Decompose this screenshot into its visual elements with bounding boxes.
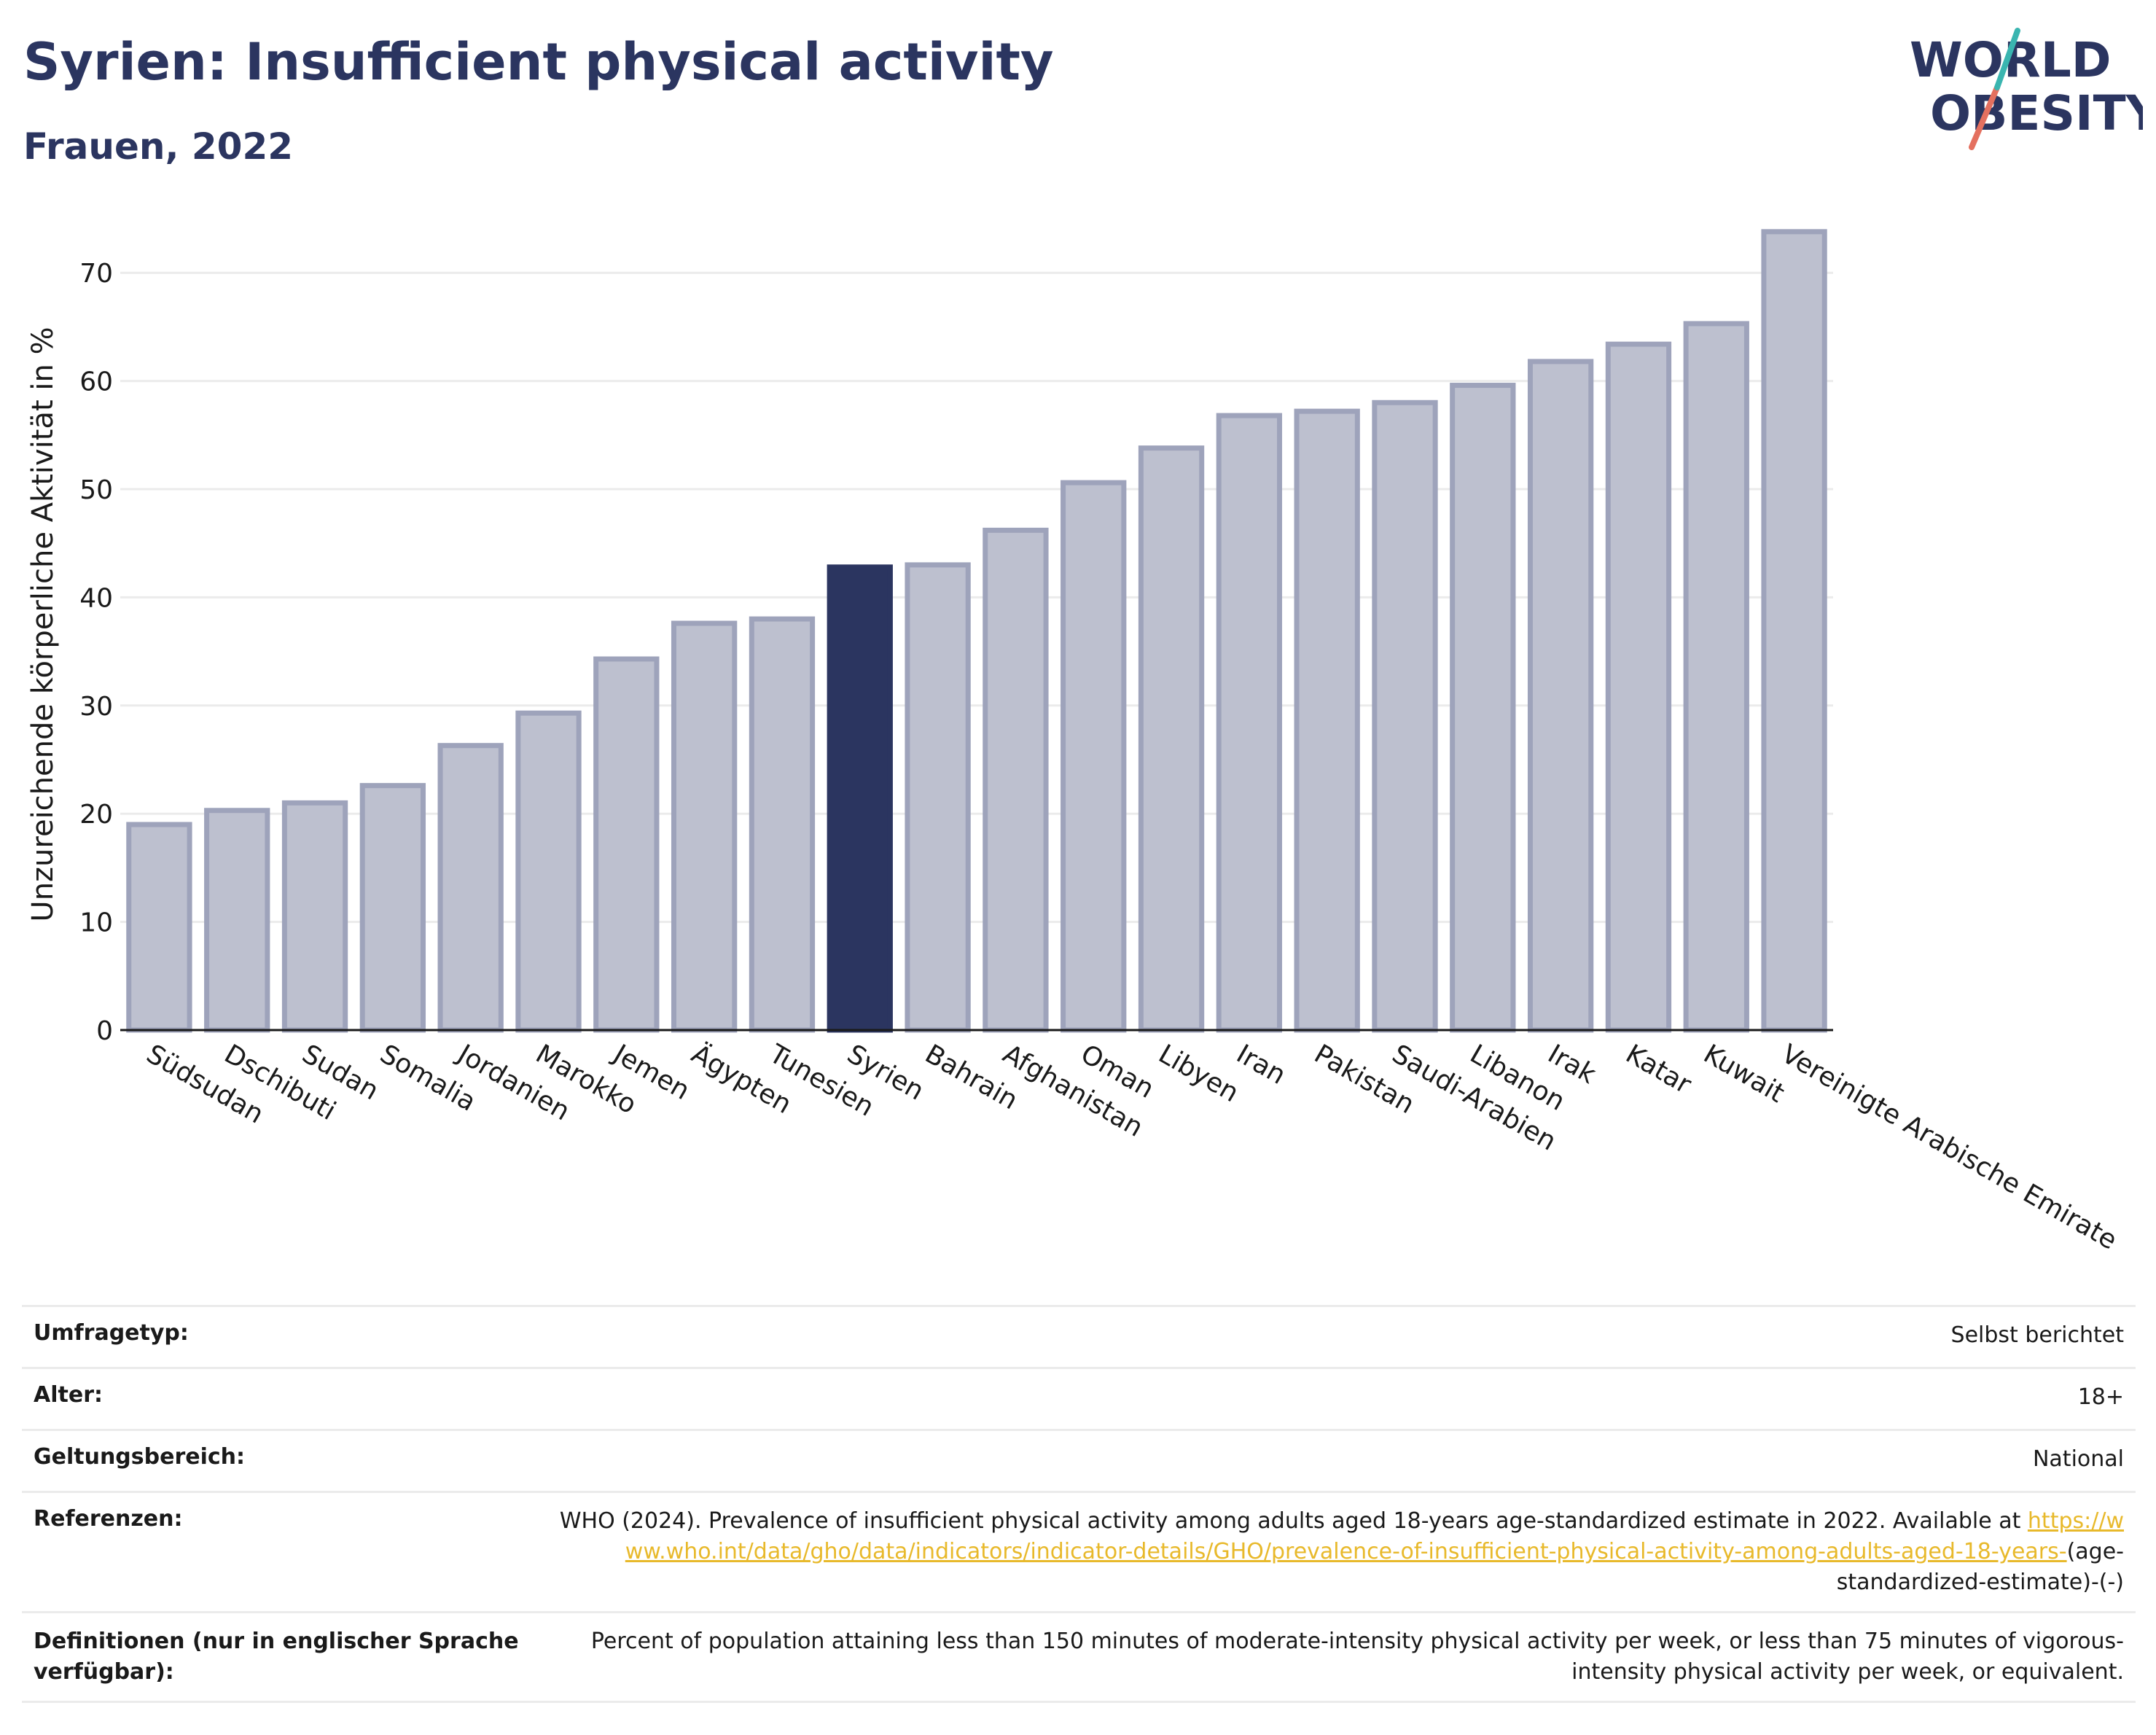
references-link[interactable]: https://www.who.int/data/gho/data/indica…	[625, 1508, 2124, 1564]
bar-Kuwait	[1683, 321, 1749, 1033]
chart-title: Syrien: Insufficient physical activity	[23, 32, 1054, 92]
logo-line-1: WORLD	[1910, 32, 2112, 88]
bar-Somalia	[359, 783, 426, 1033]
age-label: Alter:	[22, 1367, 544, 1431]
x-axis-ticks: SüdsudanDschibutiSudanSomaliaJordanienMa…	[141, 1038, 2122, 1255]
survey-type-label: Umfragetyp:	[22, 1305, 544, 1369]
info-table: Umfragetyp: Selbst berichtet Alter: 18+ …	[22, 1305, 2136, 1703]
info-row-references: Referenzen: WHO (2024). Prevalence of in…	[22, 1491, 2136, 1613]
y-tick-label: 40	[79, 583, 113, 613]
bar-Ägypten	[671, 620, 738, 1033]
info-row-age: Alter: 18+	[22, 1367, 2136, 1431]
coverage-value: National	[544, 1429, 2136, 1493]
info-row-definitions: Definitionen (nur in englischer Sprache …	[22, 1611, 2136, 1703]
y-axis-ticks: 0 10 20 30 40 50 60 70	[79, 259, 113, 1046]
age-value: 18+	[544, 1367, 2136, 1431]
y-axis-label: Unzureichende körperliche Aktivität in %	[26, 327, 60, 921]
bar-Pakistan	[1294, 408, 1360, 1033]
references-text: WHO (2024). Prevalence of insufficient p…	[559, 1508, 2021, 1534]
bar-Irak	[1527, 359, 1594, 1033]
logo-slash-teal	[1994, 28, 2020, 90]
y-tick-label: 70	[79, 259, 113, 289]
y-tick-label: 50	[79, 475, 113, 505]
bar-Oman	[1061, 480, 1127, 1033]
bar-Afghanistan	[983, 527, 1049, 1033]
y-tick-label: 30	[79, 692, 113, 722]
x-tick-label: Vereinigte Arabische Emirate	[1776, 1039, 2122, 1255]
y-tick-label: 20	[79, 800, 113, 830]
bar-Tunesien	[749, 616, 816, 1033]
bar-Saudi-Arabien	[1372, 399, 1438, 1033]
references-suffix: (age-standardized-estimate)-(-)	[1836, 1539, 2124, 1595]
y-tick-label: 60	[79, 367, 113, 397]
info-row-coverage: Geltungsbereich: National	[22, 1429, 2136, 1493]
chart-subtitle: Frauen, 2022	[23, 125, 294, 168]
y-tick-label: 10	[79, 908, 113, 938]
world-obesity-logo: WORLD OBESITY	[1910, 28, 2143, 150]
references-label: Referenzen:	[22, 1491, 544, 1613]
bar-Bahrain	[905, 562, 971, 1033]
x-tick-label: Kuwait	[1698, 1039, 1789, 1109]
x-tick-label: Libyen	[1154, 1039, 1244, 1108]
bar-Marokko	[515, 710, 582, 1033]
survey-type-value: Selbst berichtet	[544, 1305, 2136, 1369]
bar-Katar	[1605, 341, 1672, 1033]
info-row-survey-type: Umfragetyp: Selbst berichtet	[22, 1305, 2136, 1369]
bar-Jordanien	[437, 743, 504, 1033]
logo-slash-coral	[1969, 85, 2000, 150]
bars	[126, 229, 1827, 1033]
bar-Sudan	[281, 800, 348, 1033]
bar-Jemen	[593, 656, 660, 1033]
bar-Vereinigte Arabische Emirate	[1761, 229, 1827, 1033]
definitions-value: Percent of population attaining less tha…	[544, 1611, 2136, 1703]
bar-Libanon	[1450, 383, 1516, 1033]
bar-Südsudan	[126, 822, 192, 1033]
references-value: WHO (2024). Prevalence of insufficient p…	[544, 1491, 2136, 1613]
bar-chart: 0 10 20 30 40 50 60 70 SüdsudanDschibutiSudanSo…	[26, 229, 2122, 1256]
definitions-label: Definitionen (nur in englischer Sprache …	[22, 1611, 544, 1703]
x-tick-label: Katar	[1620, 1039, 1696, 1100]
bar-Libyen	[1138, 445, 1205, 1033]
bar-Dschibuti	[204, 808, 270, 1033]
bar-Syrien	[827, 564, 893, 1033]
logo-line-2: OBESITY	[1930, 85, 2143, 141]
y-tick-label: 0	[96, 1016, 113, 1046]
coverage-label: Geltungsbereich:	[22, 1429, 544, 1493]
bar-Iran	[1216, 413, 1283, 1033]
